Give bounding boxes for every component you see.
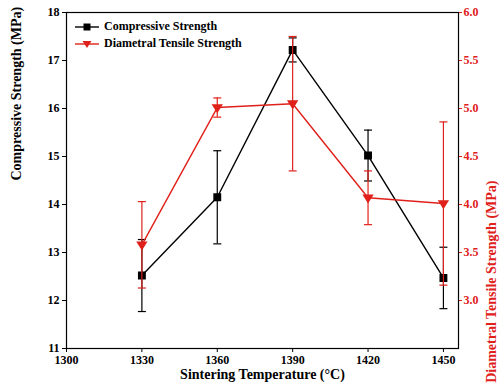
svg-text:18: 18 xyxy=(48,5,60,19)
html-text:Compressive Strength: Compressive Strength xyxy=(104,19,218,33)
svg-text:3.5: 3.5 xyxy=(464,245,479,259)
svg-text:11: 11 xyxy=(48,341,59,355)
svg-text:5.5: 5.5 xyxy=(464,53,479,67)
svg-text:16: 16 xyxy=(48,101,60,115)
svg-text:Diametral Tensile Strength (MP: Diametral Tensile Strength (MPa) xyxy=(484,180,500,383)
html-text:Diametral Tensile Strength: Diametral Tensile Strength xyxy=(104,36,242,50)
svg-text:1450: 1450 xyxy=(431,353,455,367)
svg-text:3.0: 3.0 xyxy=(464,293,479,307)
svg-text:Sintering Temperature (°C): Sintering Temperature (°C) xyxy=(180,367,345,383)
svg-text:13: 13 xyxy=(48,245,60,259)
svg-text:14: 14 xyxy=(48,197,60,211)
svg-text:17: 17 xyxy=(48,53,60,67)
svg-text:1420: 1420 xyxy=(356,353,380,367)
svg-text:12: 12 xyxy=(48,293,60,307)
svg-text:1390: 1390 xyxy=(281,353,305,367)
svg-text:5.0: 5.0 xyxy=(464,101,479,115)
svg-text:15: 15 xyxy=(48,149,60,163)
svg-text:1330: 1330 xyxy=(130,353,154,367)
svg-text:1360: 1360 xyxy=(205,353,229,367)
svg-text:Compressive Strength (MPa): Compressive Strength (MPa) xyxy=(9,6,25,180)
svg-text:4.5: 4.5 xyxy=(464,149,479,163)
svg-text:6.0: 6.0 xyxy=(464,5,479,19)
svg-text:1300: 1300 xyxy=(54,353,79,367)
svg-text:4.0: 4.0 xyxy=(464,197,479,211)
